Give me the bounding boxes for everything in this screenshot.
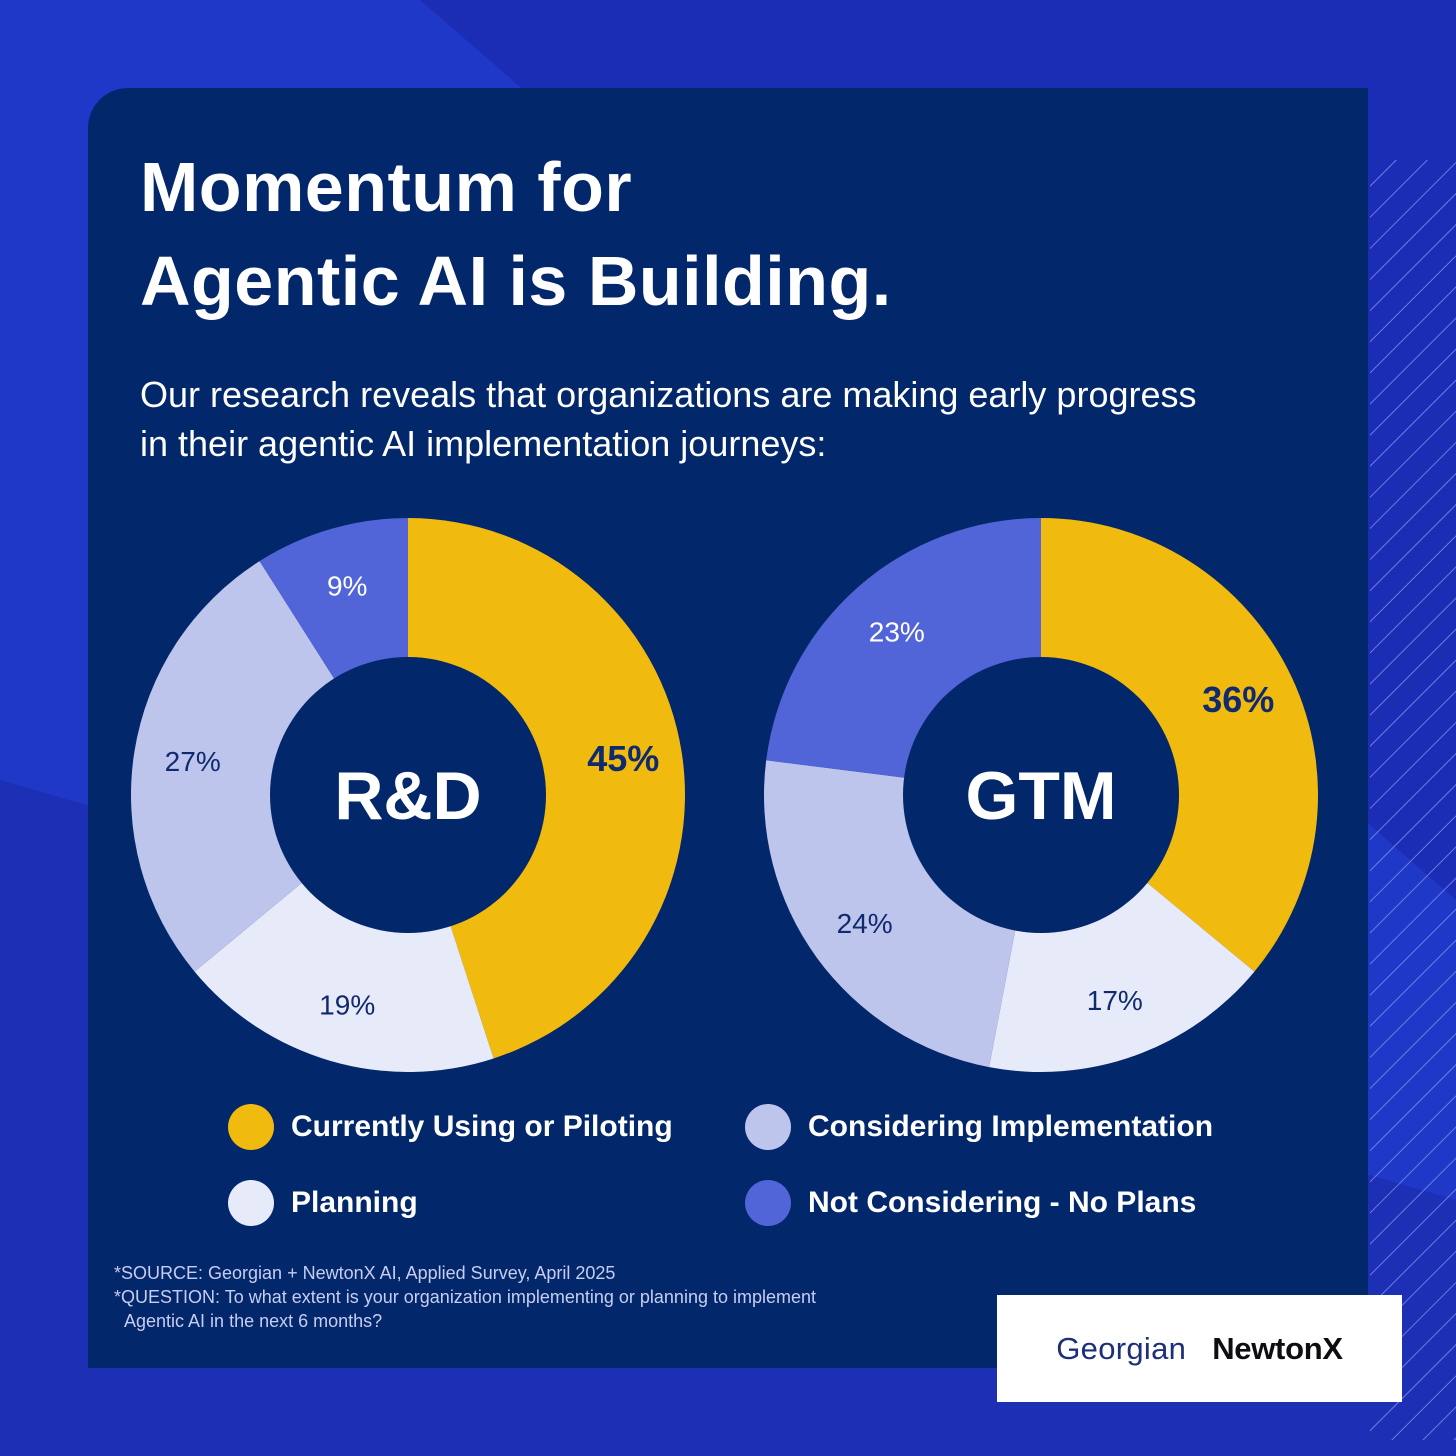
legend-swatch xyxy=(228,1180,274,1226)
title-line-1: Momentum for xyxy=(140,148,633,226)
donut-chart-r-d: R&D 45% 19% 27% 9% xyxy=(131,518,685,1072)
slice-value-label: 19% xyxy=(319,989,375,1020)
legend-label: Considering Implementation xyxy=(808,1110,1214,1143)
donut-slice xyxy=(408,518,685,1059)
donut-hole xyxy=(903,657,1179,933)
slice-value-label: 24% xyxy=(837,908,893,939)
hatch-pattern xyxy=(1370,160,1456,1440)
footnote-question-cont: Agentic AI in the next 6 months? xyxy=(124,1311,383,1331)
legend-swatch xyxy=(745,1180,791,1226)
legend-label: Not Considering - No Plans xyxy=(808,1186,1197,1219)
footnote-question: *QUESTION: To what extent is your organi… xyxy=(114,1287,817,1307)
slice-value-label: 9% xyxy=(327,571,367,602)
footnote-source: *SOURCE: Georgian + NewtonX AI, Applied … xyxy=(114,1263,616,1283)
footnotes: *SOURCE: Georgian + NewtonX AI, Applied … xyxy=(114,1261,934,1333)
legend-label: Currently Using or Piloting xyxy=(291,1110,673,1143)
slice-value-label: 23% xyxy=(869,617,925,648)
donut-center-label: GTM xyxy=(965,758,1116,834)
legend-item-currently-using: Currently Using or Piloting xyxy=(228,1102,673,1152)
legend-item-not-considering: Not Considering - No Plans xyxy=(745,1178,1196,1228)
slice-value-label: 36% xyxy=(1202,679,1274,720)
donut-center-label: R&D xyxy=(334,758,481,834)
page-title: Momentum for Agentic AI is Building. xyxy=(140,140,892,328)
newtonx-logo: NewtonX xyxy=(1212,1330,1343,1366)
donut-slice xyxy=(1041,518,1318,972)
donut-slice xyxy=(131,561,408,972)
legend-item-considering: Considering Implementation xyxy=(745,1102,1213,1152)
legend-swatch xyxy=(228,1104,274,1150)
page-subtitle: Our research reveals that organizations … xyxy=(140,374,1197,464)
legend-item-planning: Planning xyxy=(228,1178,418,1228)
slice-value-label: 45% xyxy=(587,738,659,779)
partner-logos: Georgian NewtonX xyxy=(997,1295,1402,1402)
legend-label: Planning xyxy=(291,1186,418,1219)
donut-chart-gtm: GTM 36% 17% 24% 23% xyxy=(763,518,1318,1072)
slice-value-label: 27% xyxy=(165,746,221,777)
legend-swatch xyxy=(745,1104,791,1150)
georgian-logo: Georgian xyxy=(1056,1330,1187,1366)
donut-hole xyxy=(270,657,546,933)
slice-value-label: 17% xyxy=(1087,985,1143,1016)
title-line-2: Agentic AI is Building. xyxy=(140,242,892,320)
